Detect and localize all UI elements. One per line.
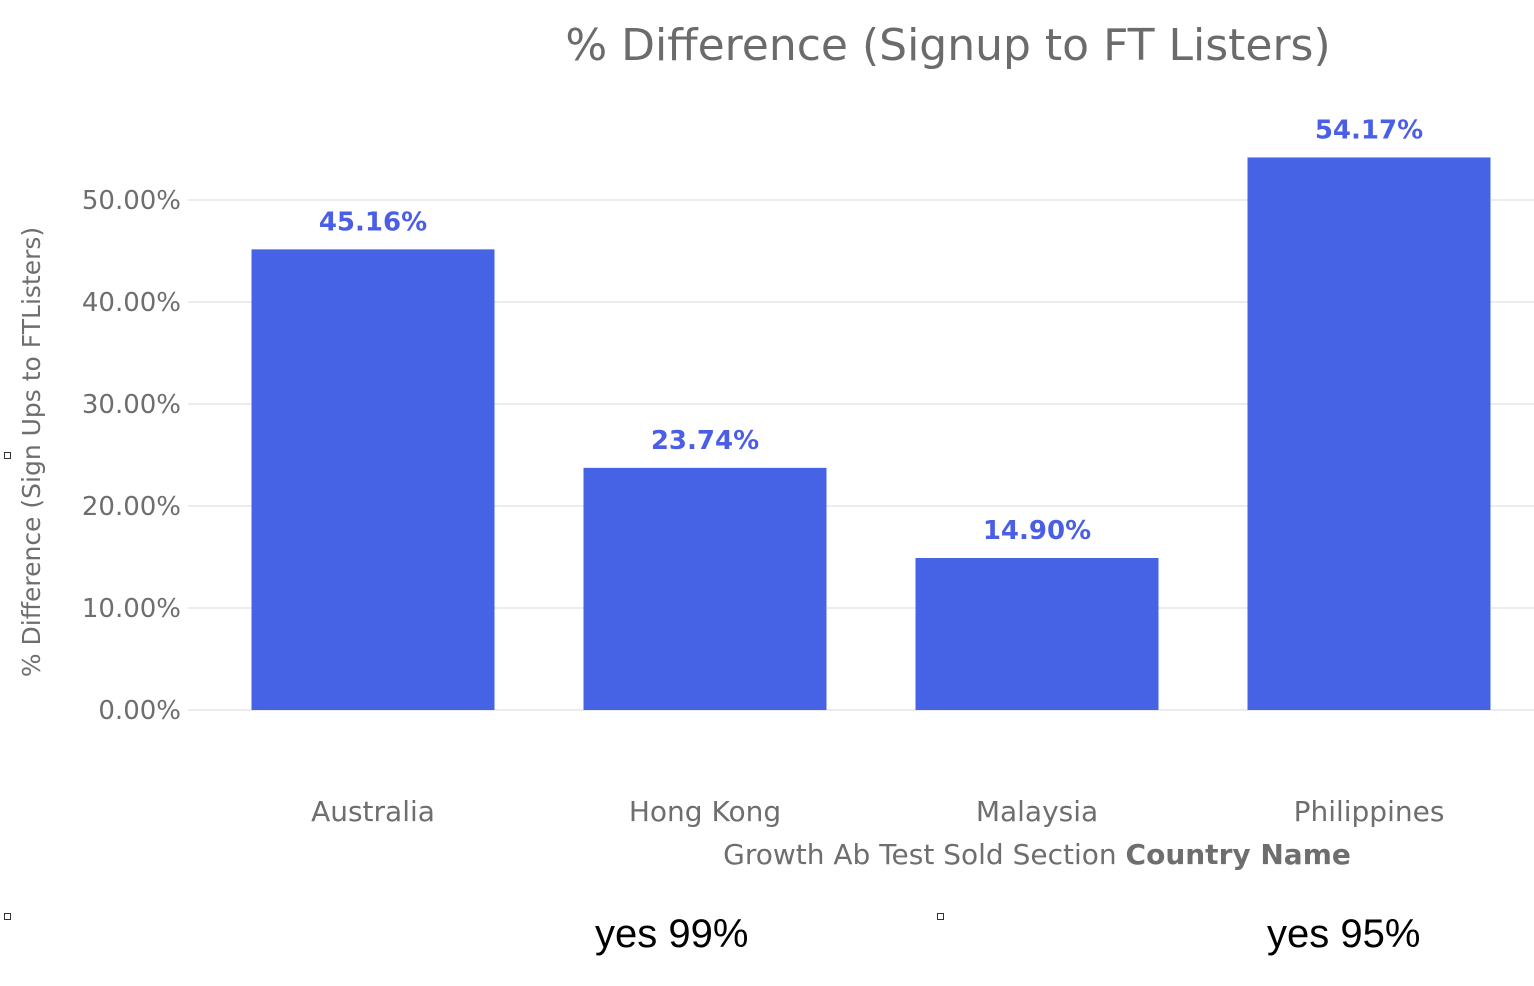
x-tick-label: Malaysia	[976, 795, 1098, 828]
data-label: 14.90%	[983, 516, 1091, 546]
anchor-marker	[4, 913, 11, 920]
x-axis-categories: Australia Hong Kong Malaysia Philippines	[311, 795, 1444, 828]
philippines-note: yes 95%	[1267, 912, 1421, 956]
bar-malaysia	[915, 558, 1159, 710]
anchor-marker	[937, 913, 944, 920]
x-tick-label: Hong Kong	[629, 795, 781, 828]
y-axis-label: % Difference (Sign Ups to FTListers)	[17, 227, 46, 677]
data-label: 54.17%	[1315, 115, 1423, 145]
y-tick-label: 50.00%	[82, 186, 181, 216]
data-labels: 45.16% 23.74% 14.90% 54.17%	[319, 115, 1423, 546]
x-tick-label: Australia	[311, 795, 435, 828]
bars	[251, 157, 1491, 711]
y-tick-label: 30.00%	[82, 390, 181, 420]
anchor-marker	[4, 452, 11, 459]
y-tick-label: 0.00%	[98, 696, 181, 726]
bar-philippines	[1247, 157, 1491, 710]
x-tick-label: Philippines	[1294, 795, 1445, 828]
data-label: 23.74%	[651, 426, 759, 456]
x-axis-label: Growth Ab Test Sold Section Country Name	[723, 838, 1351, 871]
y-tick-label: 40.00%	[82, 288, 181, 318]
chart-title: % Difference (Signup to FT Listers)	[565, 20, 1330, 71]
y-tick-label: 20.00%	[82, 492, 181, 522]
hong-kong-note: yes 99%	[595, 912, 749, 956]
x-axis-label-normal: Growth Ab Test Sold Section	[723, 838, 1125, 871]
y-tick-label: 10.00%	[82, 594, 181, 624]
y-axis-ticks: 0.00% 10.00% 20.00% 30.00% 40.00% 50.00%	[82, 186, 181, 726]
data-label: 45.16%	[319, 207, 427, 237]
bar-australia	[251, 249, 495, 711]
x-axis-label-bold: Country Name	[1126, 838, 1351, 871]
bar-hong-kong	[583, 467, 827, 710]
